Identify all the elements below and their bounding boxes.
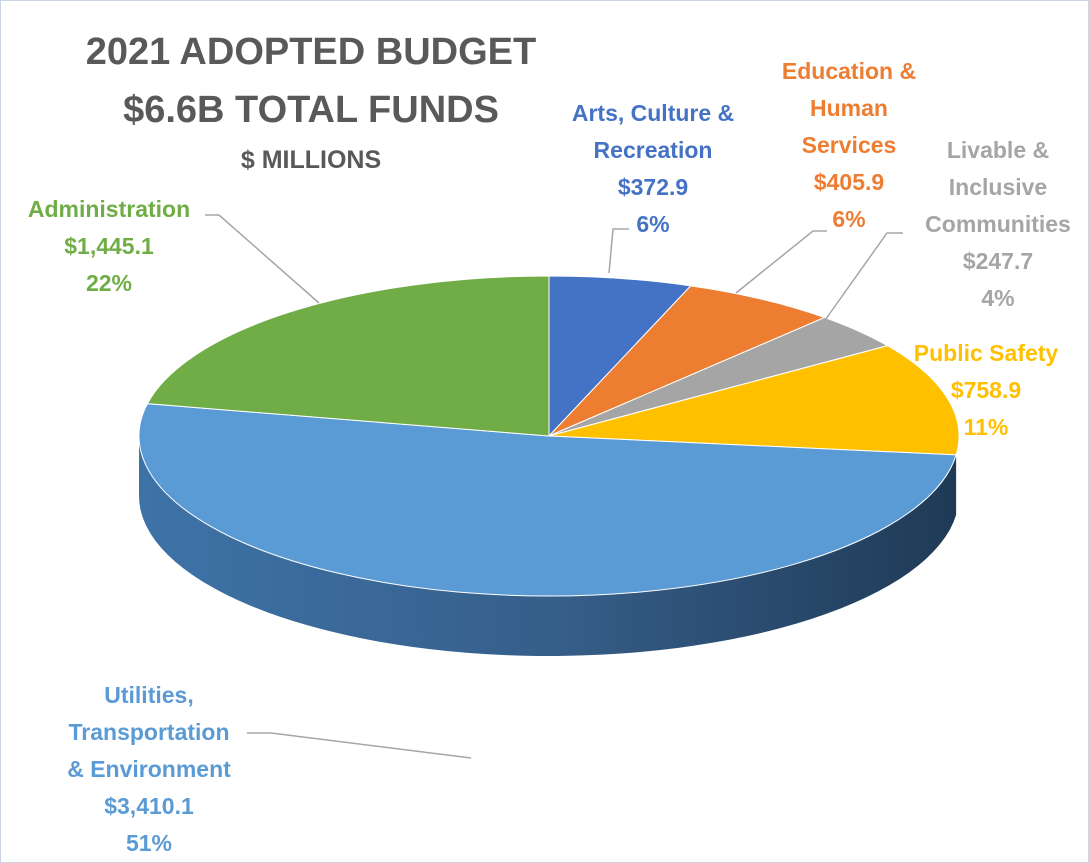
chart-unit-label: $ MILLIONS [240, 146, 382, 174]
slice-name-line: Transportation [68, 719, 230, 745]
slice-value: $405.9 [813, 169, 885, 195]
slice-name-line: Services [801, 132, 897, 158]
slice-percent: 22% [85, 270, 133, 296]
slice-utilities-transportation-environment [138, 403, 957, 597]
slice-administration [146, 275, 550, 437]
chart-title: 2021 ADOPTED BUDGET [85, 31, 537, 73]
slice-name-line: Communities [925, 211, 1071, 237]
leader-line-administration [205, 214, 320, 304]
slice-name-line: Administration [27, 196, 191, 222]
slice-arts-culture-recreation [548, 275, 692, 438]
leader-line-arts [608, 228, 629, 274]
slice-name-line: Inclusive [948, 174, 1048, 200]
leader-line-utilities [247, 732, 472, 759]
slice-percent: 6% [832, 206, 866, 232]
data-label-public-safety: Public Safety $758.9 11% [914, 335, 1058, 446]
slice-name-line: Education & [781, 58, 917, 84]
data-label-livable-inclusive-communities: Livable & Inclusive Communities $247.7 4% [925, 132, 1071, 317]
slice-name-line: Public Safety [913, 340, 1059, 366]
leader-line-education [735, 230, 827, 294]
slice-value: $247.7 [962, 248, 1034, 274]
slice-percent: 11% [963, 414, 1009, 440]
chart-subtitle: $6.6B TOTAL FUNDS [123, 89, 499, 131]
slice-name-line: Livable & [946, 137, 1050, 163]
slice-value: $372.9 [617, 174, 689, 200]
slice-name-line: Recreation [593, 137, 713, 163]
slice-percent: 4% [981, 285, 1015, 311]
slice-value: $758.9 [950, 377, 1022, 403]
slice-name-line: Human [810, 95, 888, 121]
slice-percent: 6% [636, 211, 670, 237]
slice-public-safety [548, 345, 960, 456]
pie-side-wall [139, 436, 957, 657]
slice-value: $3,410.1 [104, 793, 194, 819]
data-label-utilities-transportation-environment: Utilities, Transportation & Environment $3,… [67, 677, 231, 862]
slice-value: $1,445.1 [64, 233, 154, 259]
data-label-arts-culture-recreation: Arts, Culture & Recreation $372.9 6% [572, 95, 734, 243]
data-label-administration: Administration $1,445.1 22% [28, 191, 190, 302]
slice-name-line: Arts, Culture & [571, 100, 735, 126]
slice-name-line: Utilities, [104, 682, 194, 708]
slice-percent: 51% [125, 830, 173, 856]
slice-name-line: & Environment [67, 756, 231, 782]
slice-education-human-services [548, 285, 826, 437]
data-label-education-human-services: Education & Human Services $405.9 6% [782, 53, 916, 238]
leader-line-livable [822, 232, 903, 324]
